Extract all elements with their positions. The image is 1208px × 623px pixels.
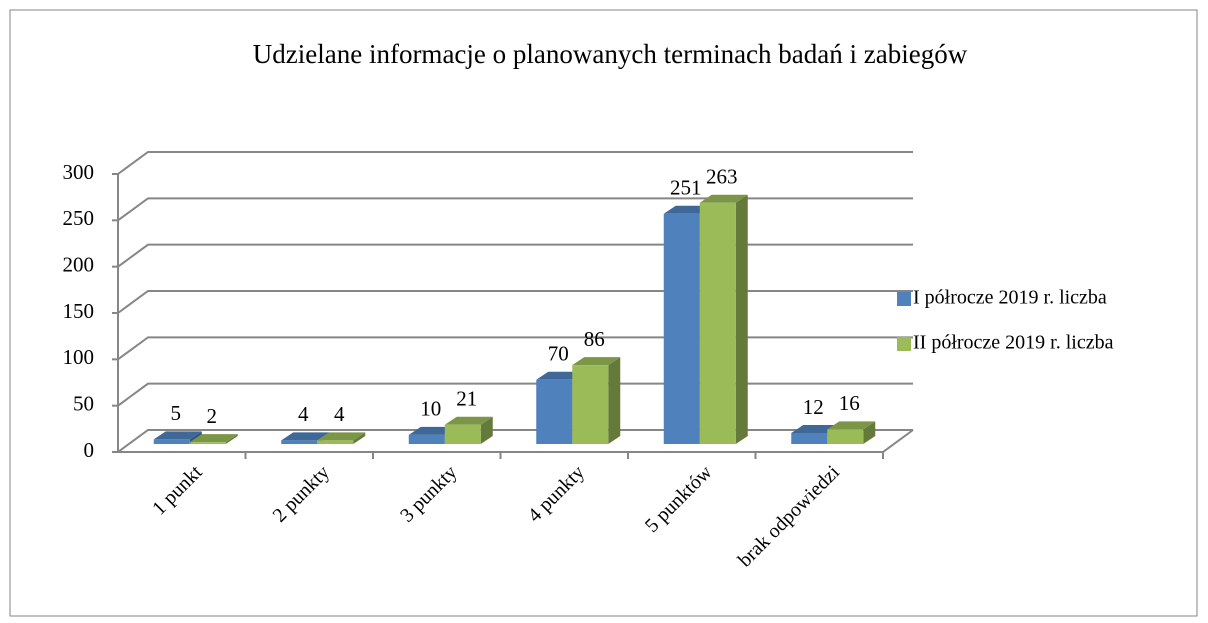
y-tick-label: 100 — [63, 345, 95, 369]
bar-front — [189, 442, 226, 444]
bar-side — [480, 416, 493, 444]
bar-side — [735, 194, 748, 444]
y-tick-label: 250 — [63, 206, 95, 230]
grid-line — [117, 336, 913, 361]
bar — [189, 434, 238, 444]
grid-line — [117, 151, 913, 175]
bar-side — [863, 421, 876, 444]
bar-front — [572, 365, 609, 444]
data-label: 10 — [420, 397, 441, 421]
bar-front — [827, 429, 864, 444]
bar-front — [699, 202, 736, 444]
bar-front — [663, 213, 700, 444]
chart-title: Udzielane informacje o planowanych termi… — [253, 39, 968, 69]
legend-swatch — [897, 337, 911, 351]
bar-side — [225, 434, 238, 444]
bar-front — [408, 434, 445, 444]
grid-line — [117, 197, 913, 222]
data-label: 16 — [839, 391, 860, 415]
data-label: 251 — [670, 176, 702, 200]
data-label: 86 — [584, 327, 605, 351]
chart-border — [9, 9, 1198, 617]
data-label: 12 — [803, 395, 824, 419]
data-label: 21 — [456, 387, 477, 411]
bar — [699, 194, 748, 444]
data-label: 5 — [171, 401, 182, 425]
bar-side — [353, 432, 366, 444]
grid-line — [117, 290, 913, 314]
data-label: 2 — [207, 404, 218, 428]
data-label: 4 — [334, 402, 345, 426]
y-tick-label: 50 — [73, 391, 94, 415]
bar-front — [536, 379, 573, 444]
bar-top — [827, 421, 876, 430]
y-tick-label: 200 — [63, 252, 95, 276]
bar-side — [608, 357, 621, 444]
bar — [317, 432, 366, 444]
bar-top — [153, 431, 202, 440]
bar-top — [444, 416, 493, 425]
legend-swatch — [897, 292, 911, 306]
bar-front — [281, 440, 318, 444]
bar-front — [153, 439, 190, 444]
bar — [827, 421, 876, 444]
data-label: 263 — [706, 165, 738, 189]
y-tick-label: 0 — [84, 438, 95, 462]
bar-top — [281, 432, 330, 441]
bar — [572, 357, 621, 444]
bar-top — [317, 432, 366, 441]
data-label: 4 — [298, 402, 309, 426]
bar-front — [317, 440, 354, 444]
grid-line — [117, 243, 913, 268]
bar-top — [699, 194, 748, 203]
bar-front — [791, 432, 828, 444]
bar-front — [444, 424, 481, 444]
bar — [444, 416, 493, 444]
legend-label: II półrocze 2019 r. liczba — [913, 332, 1114, 354]
y-tick-label: 150 — [63, 299, 95, 323]
y-tick-label: 300 — [63, 160, 95, 184]
bar-top — [572, 357, 621, 366]
grid-line — [117, 382, 913, 407]
bar-top — [189, 434, 238, 443]
grid-line — [117, 429, 913, 453]
legend-label: I półrocze 2019 r. liczba — [913, 287, 1107, 309]
data-label: 70 — [548, 342, 569, 366]
